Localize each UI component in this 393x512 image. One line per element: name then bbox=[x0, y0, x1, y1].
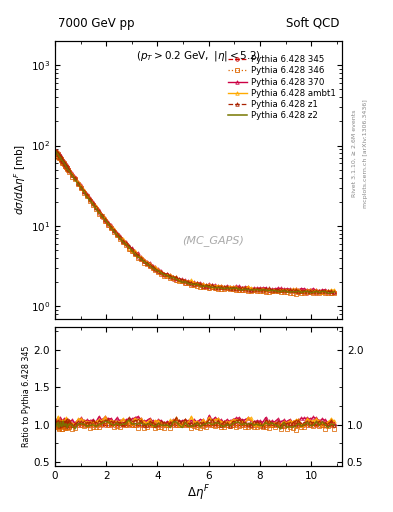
Text: 7000 GeV pp: 7000 GeV pp bbox=[58, 17, 134, 30]
Legend: Pythia 6.428 345, Pythia 6.428 346, Pythia 6.428 370, Pythia 6.428 ambt1, Pythia: Pythia 6.428 345, Pythia 6.428 346, Pyth… bbox=[226, 54, 338, 122]
Text: (MC_GAPS): (MC_GAPS) bbox=[182, 236, 244, 246]
X-axis label: $\Delta\eta^F$: $\Delta\eta^F$ bbox=[187, 483, 210, 503]
Text: Rivet 3.1.10, ≥ 2.6M events: Rivet 3.1.10, ≥ 2.6M events bbox=[352, 110, 357, 197]
Text: Soft QCD: Soft QCD bbox=[286, 17, 339, 30]
Y-axis label: Ratio to Pythia 6.428 345: Ratio to Pythia 6.428 345 bbox=[22, 346, 31, 447]
Text: $(p_T > 0.2\ \mathrm{GeV},\ |\eta| < 5.2)$: $(p_T > 0.2\ \mathrm{GeV},\ |\eta| < 5.2… bbox=[136, 49, 261, 63]
Y-axis label: $d\sigma/d\Delta\eta^F$ [mb]: $d\sigma/d\Delta\eta^F$ [mb] bbox=[12, 144, 28, 216]
Text: mcplots.cern.ch [arXiv:1306.3436]: mcplots.cern.ch [arXiv:1306.3436] bbox=[363, 99, 368, 208]
